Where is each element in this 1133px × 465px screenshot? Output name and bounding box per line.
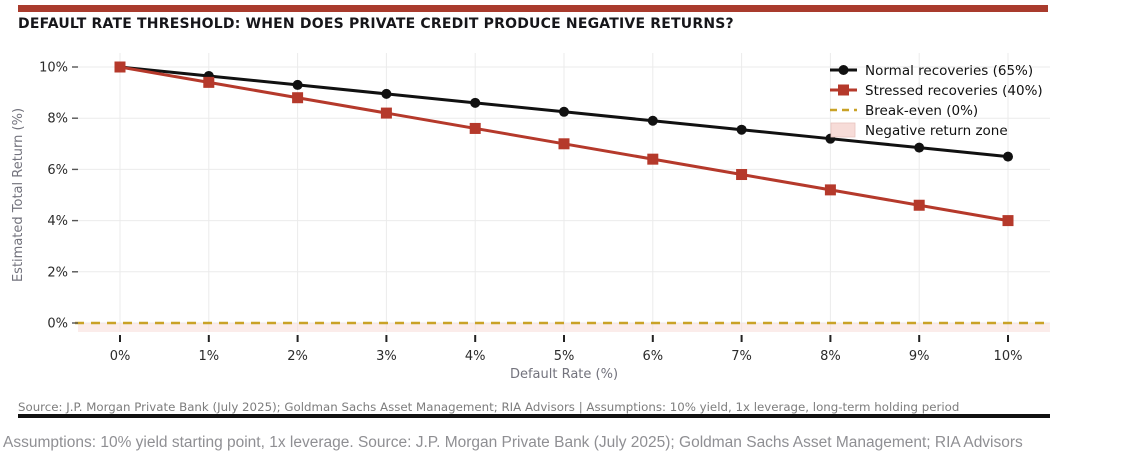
x-tick-label: 10%: [994, 349, 1023, 364]
x-tick-label: 3%: [376, 349, 397, 364]
data-point-square: [469, 122, 481, 134]
x-tick-label: 0%: [110, 349, 131, 364]
negative-return-zone: [78, 323, 1050, 332]
data-point-square: [380, 107, 392, 119]
y-axis: 0% 2% 4% 6% 8% 10% Estimated Total Return (%): [11, 61, 78, 332]
data-point-circle: [381, 88, 392, 99]
legend-item: Stressed recoveries (40%): [830, 83, 1043, 99]
legend-marker: [838, 65, 849, 75]
bottom-divider: [18, 414, 1050, 418]
y-axis-title: Estimated Total Return (%): [11, 108, 26, 282]
data-point-square: [736, 169, 748, 181]
chart-title: DEFAULT RATE THRESHOLD: WHEN DOES PRIVAT…: [18, 16, 734, 32]
y-tick-label: 10%: [39, 61, 68, 76]
legend-item: Normal recoveries (65%): [830, 63, 1033, 79]
legend-swatch: [830, 122, 856, 138]
data-point-square: [203, 76, 215, 88]
data-point-square: [114, 61, 126, 73]
x-tick-label: 6%: [642, 349, 663, 364]
data-point-square: [292, 92, 304, 104]
legend-label: Break-even (0%): [865, 103, 978, 119]
data-point-circle: [292, 79, 303, 90]
data-point-square: [824, 184, 836, 196]
x-axis-title: Default Rate (%): [510, 367, 618, 382]
data-point-square: [558, 138, 570, 150]
legend-label: Stressed recoveries (40%): [865, 83, 1043, 99]
series-stressed: [114, 61, 1014, 227]
y-tick-label: 2%: [47, 265, 68, 280]
x-tick-label: 9%: [909, 349, 930, 364]
x-tick-label: 2%: [287, 349, 308, 364]
data-point-circle: [914, 142, 925, 153]
x-tick-label: 7%: [731, 349, 752, 364]
x-tick-label: 4%: [465, 349, 486, 364]
x-axis: 0% 1% 2% 3% 4% 5% 6% 7% 8% 9% 10% Default Rate (%): [110, 335, 1023, 382]
y-tick-label: 8%: [47, 112, 68, 127]
x-tick-label: 5%: [554, 349, 575, 364]
data-point-square: [1002, 215, 1014, 227]
data-point-square: [913, 199, 925, 211]
data-point-square: [647, 153, 659, 165]
y-tick-label: 6%: [47, 163, 68, 178]
legend-label: Negative return zone: [865, 123, 1008, 139]
legend-item: Break-even (0%): [830, 103, 978, 119]
legend: Normal recoveries (65%) Stressed recoveri…: [830, 63, 1043, 139]
data-point-circle: [736, 124, 747, 135]
data-point-circle: [1003, 151, 1013, 162]
data-point-circle: [470, 97, 481, 108]
x-tick-label: 1%: [198, 349, 219, 364]
legend-label: Normal recoveries (65%): [865, 63, 1033, 79]
y-tick-label: 0%: [47, 317, 68, 332]
data-point-circle: [559, 106, 569, 117]
line-chart: 0% 1% 2% 3% 4% 5% 6% 7% 8% 9% 10%Default Rate (%)0…: [11, 53, 1050, 382]
y-tick-label: 4%: [47, 214, 68, 229]
legend-item: Negative return zone: [830, 122, 1008, 139]
accent-top-bar: [18, 5, 1048, 12]
x-tick-label: 8%: [820, 349, 841, 364]
source-note: Source: J.P. Morgan Private Bank (July 2…: [18, 400, 960, 414]
legend-marker: [838, 84, 849, 96]
footer-caption: Assumptions: 10% yield starting point, 1…: [3, 434, 1023, 451]
data-point-circle: [647, 115, 658, 126]
